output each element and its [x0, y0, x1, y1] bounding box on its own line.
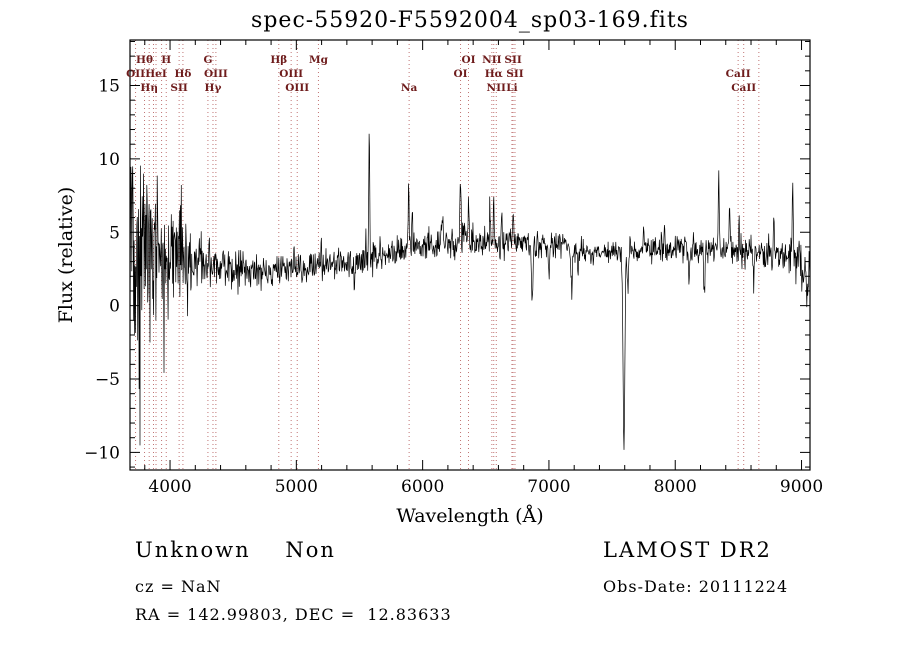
- class-annotation: Unknown Non: [135, 538, 336, 562]
- spectral-marker-label: NII: [482, 54, 502, 66]
- x-tick-label: 8000: [654, 477, 697, 497]
- survey-annotation: LAMOST DR2: [603, 538, 772, 562]
- obs-date-annotation: Obs-Date: 20111224: [603, 577, 789, 596]
- spectral-marker-label: SII: [506, 68, 523, 80]
- spectral-marker-label: G: [203, 54, 212, 66]
- y-axis-label: Flux (relative): [55, 186, 77, 324]
- spectral-marker-label: Hθ: [136, 54, 153, 66]
- cz-annotation: cz = NaN: [135, 577, 222, 596]
- spectral-marker-label: Li: [506, 82, 517, 94]
- spectrum-plot: 4000 5000 6000 7000 8000 9000 −10 −5 0 5 10 15 OII Hθ…: [84, 39, 823, 497]
- spectral-marker-label: OI: [461, 54, 475, 66]
- spectral-marker-label: NII: [487, 82, 507, 94]
- x-axis-label: Wavelength (Å): [396, 505, 544, 527]
- spectral-marker-label: Hγ: [205, 82, 222, 94]
- spectral-marker-label: Na: [401, 82, 418, 94]
- axis-box: [129, 39, 811, 471]
- spectral-marker-label: CaII: [731, 82, 756, 94]
- x-tick-label: 7000: [527, 477, 570, 497]
- spectrum-line: [130, 133, 810, 450]
- plot-title: spec-55920-F5592004_sp03-169.fits: [251, 8, 689, 33]
- spectral-marker-label: Mg: [309, 54, 329, 66]
- x-tick-label: 5000: [275, 477, 318, 497]
- x-tick-label: 9000: [780, 477, 823, 497]
- spectral-marker-label: H: [161, 54, 171, 66]
- spectral-marker-label: Hδ: [174, 68, 191, 80]
- y-tick-label: 10: [98, 150, 120, 170]
- spectral-marker-label: OII: [126, 68, 145, 80]
- x-tick-label: 4000: [148, 477, 191, 497]
- y-tick-label: 5: [109, 223, 120, 243]
- spectral-marker-label: SII: [170, 82, 187, 94]
- spectral-marker-label: HeI: [145, 68, 167, 80]
- spectral-marker-label: SII: [504, 54, 521, 66]
- spectral-marker-label: CaII: [726, 68, 751, 80]
- spectral-marker-label: Hβ: [270, 54, 287, 66]
- ra-dec-annotation: RA = 142.99803, DEC = 12.83633: [135, 605, 452, 624]
- spectral-marker-label: OI: [453, 68, 467, 80]
- spectral-marker-label: Hα: [485, 68, 503, 80]
- y-tick-label: 0: [109, 297, 120, 317]
- spectral-marker-label: OIII: [285, 82, 309, 94]
- spectral-marker-label: OIII: [204, 68, 228, 80]
- y-tick-label: 15: [98, 76, 120, 96]
- x-tick-label: 6000: [401, 477, 444, 497]
- y-tick-label: −5: [95, 370, 120, 390]
- spectral-marker-label: OIII: [279, 68, 303, 80]
- spectral-marker-label: Hη: [140, 82, 158, 94]
- y-tick-label: −10: [84, 443, 120, 463]
